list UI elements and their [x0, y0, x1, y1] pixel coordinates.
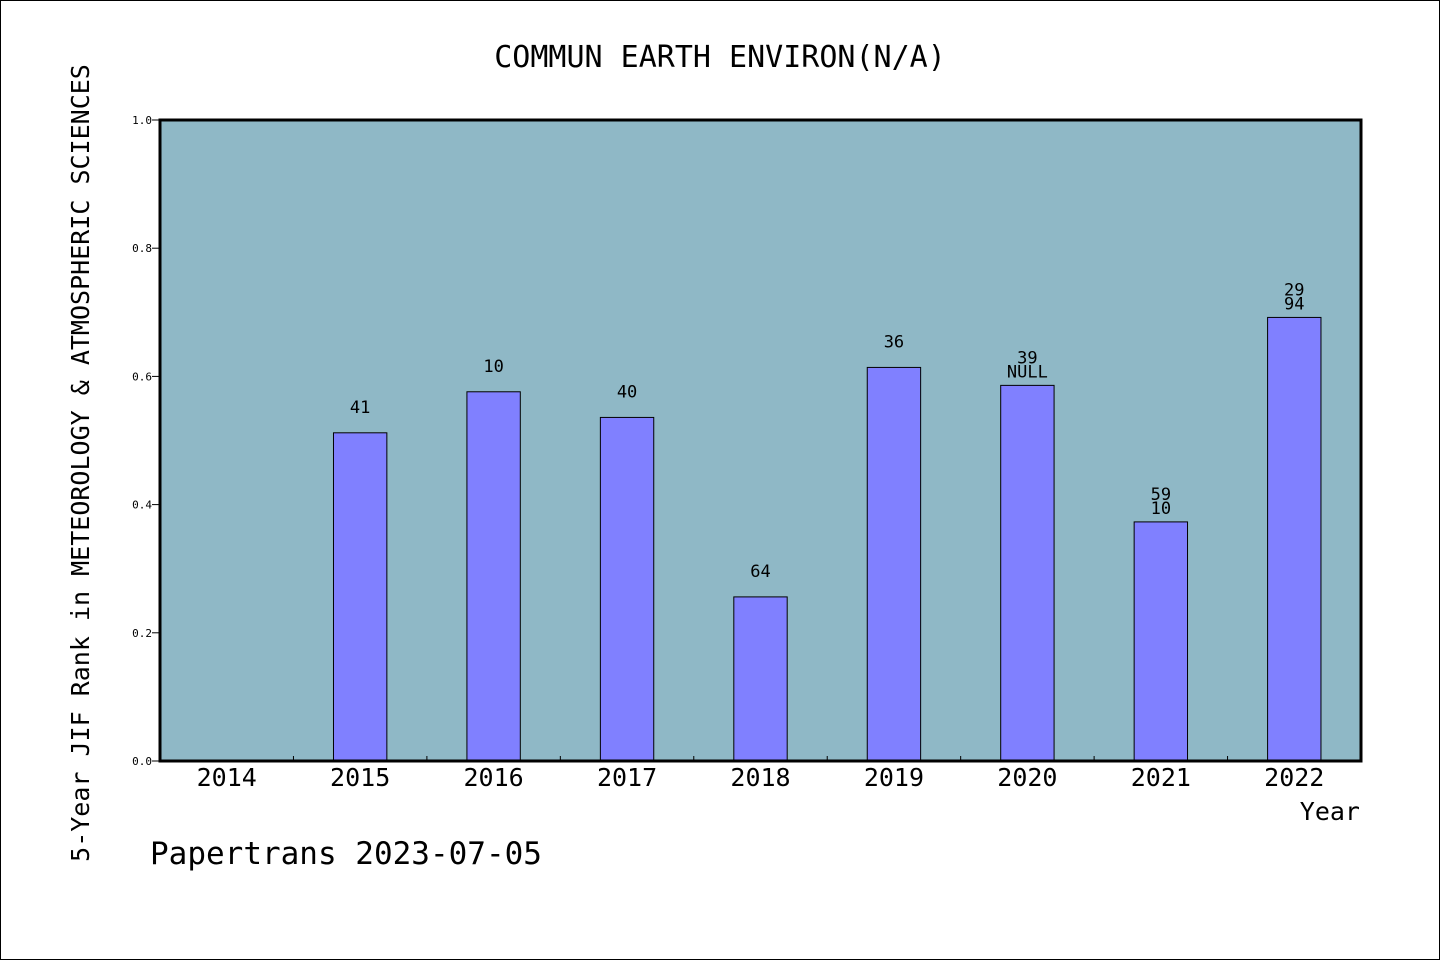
x-axis-ticks: 2014 2015 2016 2017 2018 2019 2020 2021 2022	[197, 756, 1324, 792]
bar-2019	[866, 366, 922, 762]
bar-label-2015: 41	[350, 398, 370, 418]
y-tick-label-0.2: 0.2	[132, 627, 152, 640]
x-tick-label-2018: 2018	[730, 763, 790, 792]
bar-2016	[466, 391, 521, 762]
x-tick-label-2019: 2019	[864, 763, 924, 792]
bars-layer	[332, 316, 1322, 762]
plot-border	[158, 118, 1363, 763]
x-tick-label-2016: 2016	[464, 763, 524, 792]
bar-label-2016: 10	[483, 357, 503, 377]
x-tick-label-2021: 2021	[1131, 763, 1191, 792]
bar-label-2020: 39	[1017, 348, 1037, 368]
x-tick-label-2022: 2022	[1264, 763, 1324, 792]
chart-title: COMMUN EARTH ENVIRON(N/A)	[494, 40, 946, 75]
x-tick-label-2020: 2020	[997, 763, 1057, 792]
y-axis-label: 5-Year JIF Rank in METEOROLOGY & ATMOSPH…	[66, 64, 95, 862]
y-tick-label-0.4: 0.4	[132, 499, 152, 512]
x-tick-label-2017: 2017	[597, 763, 657, 792]
y-tick-label-0.6: 0.6	[132, 370, 152, 383]
y-tick-label-0.8: 0.8	[132, 242, 152, 255]
bar-2018	[733, 596, 788, 762]
bar-2015	[332, 432, 388, 762]
x-axis-label: Year	[1300, 797, 1360, 826]
bar-label-2018: 64	[750, 562, 770, 582]
y-tick-label-1.0: 1.0	[132, 114, 152, 127]
bar-2022	[1267, 316, 1322, 762]
x-tick-label-2015: 2015	[330, 763, 390, 792]
bar-label-2020: NULL	[1007, 362, 1048, 382]
bar-2017	[599, 416, 655, 762]
bar-label-2022: 29	[1284, 280, 1304, 300]
bar-label-2021: 59	[1151, 485, 1171, 505]
y-axis-ticks: 0.0 0.2 0.4 0.6 0.8 1.0	[132, 114, 160, 768]
footer-credit: Papertrans 2023-07-05	[150, 836, 542, 872]
x-tick-label-2014: 2014	[197, 763, 257, 792]
y-tick-label-0.0: 0.0	[132, 755, 152, 768]
bar-label-2022: 94	[1284, 294, 1304, 314]
bar-label-2017: 40	[617, 382, 637, 402]
bar-label-2021: 10	[1151, 499, 1171, 519]
bar-label-2019: 36	[884, 332, 904, 352]
bar-2021	[1133, 521, 1189, 762]
bar-2020	[1000, 384, 1055, 762]
